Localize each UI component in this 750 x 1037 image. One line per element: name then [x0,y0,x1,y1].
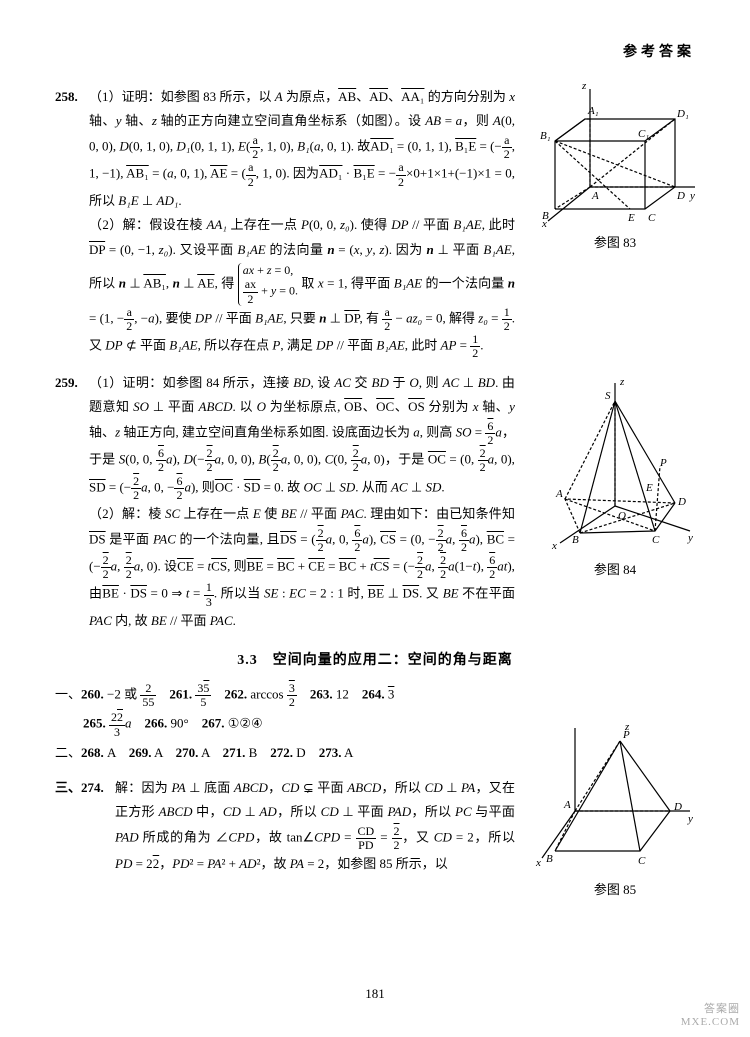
svg-text:P: P [622,729,630,741]
problem-274-number: 三、274. [55,776,115,801]
svg-text:x: x [535,857,541,869]
short-line-2: 265. 223a 266. 90° 267. ①②④ [55,711,515,738]
svg-text:z: z [619,376,625,388]
svg-text:C: C [638,855,646,867]
svg-text:E: E [645,482,653,494]
problem-259-number: 259. [55,371,78,396]
svg-text:A: A [555,488,563,500]
watermark-line1: 答案圈 [681,1003,740,1016]
svg-text:O: O [618,510,626,522]
watermark-line2: MXE.COM [681,1016,740,1029]
short-line-3: 二、268. A 269. A 270. A 271. B 272. D 273… [55,741,515,766]
svg-text:A₁: A₁ [587,105,599,117]
figure-83-caption: 参图 83 [525,231,705,256]
svg-text:z: z [581,80,587,92]
svg-text:A: A [591,190,599,202]
svg-text:B: B [542,210,549,222]
problem-274: 三、274. 解：因为 PA ⊥ 底面 ABCD，CD ⊊ 平面 ABCD，所以… [55,776,695,877]
svg-text:C₁: C₁ [638,128,649,140]
figure-84-svg: z y x S A D [530,371,700,556]
svg-text:B: B [572,534,579,546]
svg-text:y: y [689,190,695,202]
svg-text:A: A [563,799,571,811]
figure-85-caption: 参图 85 [525,878,705,903]
figure-83-svg: y x z [530,79,700,229]
svg-text:y: y [687,813,693,825]
svg-text:D: D [676,190,685,202]
page-number: 181 [0,982,750,1007]
figure-84: z y x S A D [525,371,705,583]
svg-text:B: B [546,853,553,865]
svg-text:D: D [677,496,686,508]
problem-259: 259. （1）证明：如参图 84 所示，连接 BD, 设 AC 交 BD 于 … [55,371,695,634]
svg-text:E: E [627,212,635,224]
page-header: 参考答案 [55,40,695,67]
figure-83: y x z [525,79,705,256]
problem-258: 258. （1）证明：如参图 83 所示，以 A 为原点，AB、AD、AA₁ 的… [55,85,695,361]
svg-text:y: y [687,532,693,544]
section-3-3-title: 3.3 空间向量的应用二：空间的角与距离 [55,648,695,675]
figure-84-caption: 参图 84 [525,558,705,583]
watermark: 答案圈 MXE.COM [681,1003,740,1029]
figure-85-svg: z y x P AD BC [530,716,700,876]
problem-258-number: 258. [55,85,78,110]
svg-text:x: x [551,540,557,552]
svg-text:D₁: D₁ [676,108,689,120]
svg-text:S: S [605,390,611,402]
figure-85: z y x P AD BC 参图 85 [525,716,705,903]
svg-text:B₁: B₁ [540,130,551,142]
svg-text:C: C [652,534,660,546]
svg-text:C: C [648,212,656,224]
short-line-1: 一、260. −2 或 255 261. 355 262. arccos 32 … [55,682,515,709]
svg-text:P: P [659,457,667,469]
svg-text:D: D [673,801,682,813]
